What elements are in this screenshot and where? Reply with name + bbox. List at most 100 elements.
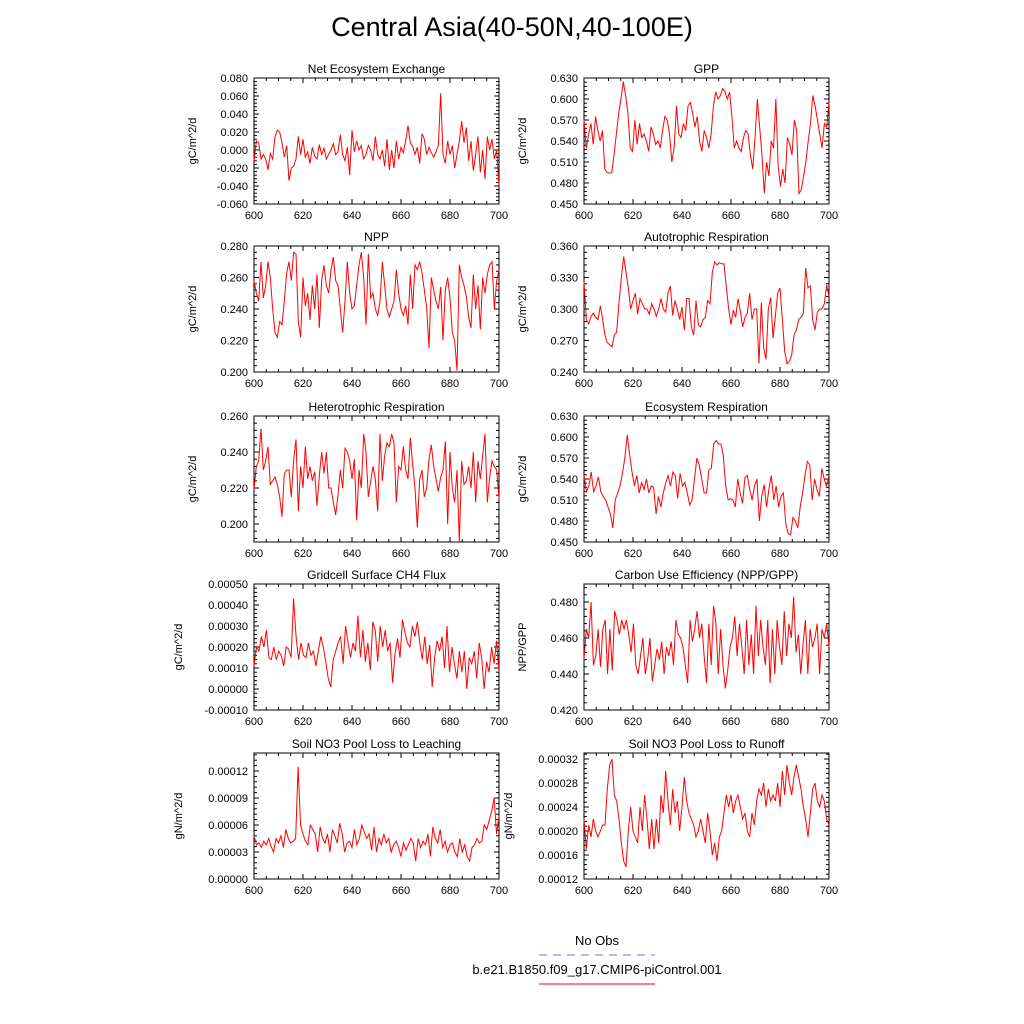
plot-frame bbox=[253, 245, 500, 373]
y-tick-label: 0.540 bbox=[550, 474, 578, 486]
y-tick-label: 0.00000 bbox=[208, 684, 248, 696]
chart-panel-3: Autotrophic Respiration 600 620 640 660 680 70… bbox=[517, 230, 838, 390]
y-tick-label: 0.00016 bbox=[538, 850, 578, 862]
y-tick-label: 0.00032 bbox=[538, 754, 578, 766]
y-axis-label: NPP/GPP bbox=[517, 623, 529, 672]
chart-panel-9: Soil NO3 Pool Loss to Runoff 600 620 640 660… bbox=[503, 737, 838, 897]
x-tick-label: 640 bbox=[343, 548, 361, 560]
x-tick-label: 700 bbox=[490, 378, 508, 390]
y-tick-label: 0.00028 bbox=[538, 778, 578, 790]
x-tick-label: 700 bbox=[820, 548, 838, 560]
y-tick-label: 0.440 bbox=[550, 669, 578, 681]
legend-obs-label: No Obs bbox=[574, 933, 620, 948]
y-tick-label: 0.200 bbox=[220, 367, 248, 379]
panel-title: Soil NO3 Pool Loss to Leaching bbox=[292, 737, 461, 751]
series-line bbox=[253, 93, 500, 187]
y-tick-label: 0.220 bbox=[220, 336, 248, 348]
y-tick-label: 0.510 bbox=[550, 495, 578, 507]
plot-frame bbox=[583, 77, 830, 205]
panel-title: Gridcell Surface CH4 Flux bbox=[307, 568, 446, 582]
x-tick-label: 600 bbox=[575, 210, 593, 222]
x-tick-label: 680 bbox=[441, 548, 459, 560]
x-tick-label: 660 bbox=[722, 548, 740, 560]
panel-title: NPP bbox=[364, 230, 389, 244]
plot-frame bbox=[253, 77, 500, 205]
y-tick-label: 0.00000 bbox=[208, 874, 248, 886]
y-tick-label: 0.270 bbox=[550, 336, 578, 348]
y-tick-label: 0.540 bbox=[550, 136, 578, 148]
x-tick-label: 620 bbox=[294, 885, 312, 897]
x-tick-label: 680 bbox=[441, 885, 459, 897]
panel-title: GPP bbox=[694, 62, 719, 76]
y-tick-label: 0.450 bbox=[550, 537, 578, 549]
plot-frame bbox=[583, 752, 830, 880]
y-tick-label: 0.00050 bbox=[208, 579, 248, 591]
x-tick-label: 680 bbox=[441, 378, 459, 390]
x-tick-label: 680 bbox=[771, 716, 789, 728]
x-tick-label: 660 bbox=[392, 378, 410, 390]
y-axis-label: gC/m^2/d bbox=[187, 118, 199, 165]
y-axis-label: gC/m^2/d bbox=[517, 118, 529, 165]
y-tick-label: 0.00006 bbox=[208, 820, 248, 832]
y-tick-label: 0.480 bbox=[550, 178, 578, 190]
x-tick-label: 600 bbox=[245, 548, 263, 560]
y-axis-label: gC/m^2/d bbox=[187, 286, 199, 333]
series-line bbox=[583, 81, 830, 196]
panel-title: Net Ecosystem Exchange bbox=[308, 62, 446, 76]
y-tick-label: 0.00012 bbox=[538, 874, 578, 886]
main-title: Central Asia(40-50N,40-100E) bbox=[331, 12, 693, 42]
x-tick-label: 680 bbox=[441, 716, 459, 728]
x-tick-label: 620 bbox=[294, 210, 312, 222]
panel-title: Ecosystem Respiration bbox=[645, 400, 768, 414]
x-tick-label: 680 bbox=[771, 548, 789, 560]
y-tick-label: 0.000 bbox=[220, 145, 248, 157]
plot-frame bbox=[253, 415, 500, 543]
panel-title: Carbon Use Efficiency (NPP/GPP) bbox=[615, 568, 798, 582]
y-tick-label: 0.240 bbox=[220, 304, 248, 316]
chart-panel-5: Ecosystem Respiration 600 620 640 660 680 700 0… bbox=[517, 400, 838, 560]
series-line bbox=[253, 766, 500, 863]
y-tick-label: 0.00040 bbox=[208, 600, 248, 612]
x-tick-label: 640 bbox=[673, 716, 691, 728]
x-tick-label: 700 bbox=[490, 210, 508, 222]
y-tick-label: 0.00030 bbox=[208, 621, 248, 633]
x-tick-label: 700 bbox=[820, 210, 838, 222]
x-tick-label: 700 bbox=[820, 378, 838, 390]
y-tick-label: 0.200 bbox=[220, 519, 248, 531]
y-tick-label: 0.600 bbox=[550, 94, 578, 106]
y-tick-label: 0.00020 bbox=[538, 826, 578, 838]
panel-title: Heterotrophic Respiration bbox=[308, 400, 444, 414]
series-line bbox=[253, 428, 500, 543]
y-tick-label: 0.460 bbox=[550, 633, 578, 645]
x-tick-label: 600 bbox=[575, 885, 593, 897]
y-tick-label: -0.040 bbox=[217, 181, 248, 193]
x-tick-label: 700 bbox=[490, 548, 508, 560]
x-tick-label: 600 bbox=[245, 210, 263, 222]
legend-model-label: b.e21.B1850.f09_g17.CMIP6-piControl.001 bbox=[472, 962, 722, 977]
x-tick-label: 660 bbox=[722, 885, 740, 897]
x-tick-label: 600 bbox=[575, 378, 593, 390]
x-tick-label: 620 bbox=[294, 548, 312, 560]
x-tick-label: 640 bbox=[673, 378, 691, 390]
y-tick-label: 0.00009 bbox=[208, 793, 248, 805]
y-tick-label: 0.240 bbox=[220, 447, 248, 459]
y-tick-label: 0.510 bbox=[550, 157, 578, 169]
y-axis-label: gC/m^2/d bbox=[173, 624, 185, 671]
y-tick-label: 0.00012 bbox=[208, 766, 248, 778]
x-tick-label: 640 bbox=[673, 548, 691, 560]
x-tick-label: 600 bbox=[245, 378, 263, 390]
y-tick-label: 0.240 bbox=[550, 367, 578, 379]
y-tick-label: 0.630 bbox=[550, 411, 578, 423]
x-tick-label: 640 bbox=[343, 378, 361, 390]
y-axis-label: gN/m^2/d bbox=[173, 793, 185, 840]
x-tick-label: 680 bbox=[771, 378, 789, 390]
x-tick-label: 680 bbox=[441, 210, 459, 222]
x-tick-label: 600 bbox=[245, 716, 263, 728]
legend-obs-line bbox=[539, 954, 655, 956]
y-tick-label: 0.570 bbox=[550, 453, 578, 465]
y-tick-label: 0.450 bbox=[550, 199, 578, 211]
x-tick-label: 640 bbox=[673, 885, 691, 897]
x-tick-label: 660 bbox=[392, 210, 410, 222]
legend-model-line bbox=[539, 983, 655, 985]
